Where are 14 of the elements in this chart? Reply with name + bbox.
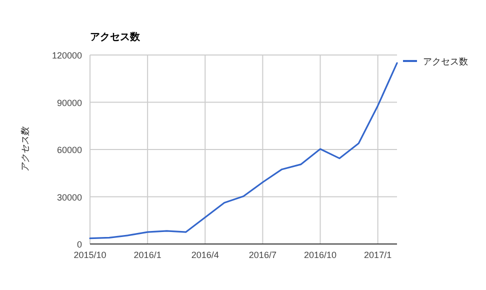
y-tick-label: 60000 (56, 145, 82, 155)
y-tick-label: 90000 (56, 98, 82, 108)
x-tick-label: 2016/7 (248, 250, 276, 260)
x-tick-label: 2016/4 (191, 250, 219, 260)
y-axis-title: アクセス数 (20, 126, 30, 172)
y-tick-label: 30000 (56, 192, 82, 202)
y-tick-label: 0 (76, 240, 82, 250)
x-tick-label: 2016/10 (304, 250, 337, 260)
y-tick-label: 120000 (52, 50, 82, 60)
x-tick-label: 2016/1 (134, 250, 162, 260)
x-tick-label: 2017/1 (364, 250, 392, 260)
legend-label: アクセス数 (423, 56, 468, 66)
chart-title: アクセス数 (90, 31, 141, 43)
x-tick-label: 2015/10 (74, 250, 106, 260)
